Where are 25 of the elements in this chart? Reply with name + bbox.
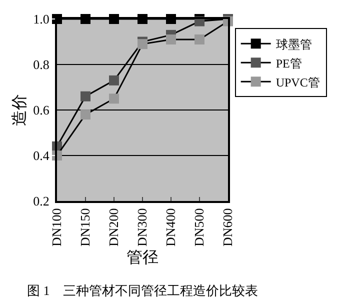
point (138, 39, 148, 50)
x-tick-label: DN300 (134, 208, 150, 246)
x-tick-label: DN150 (78, 208, 93, 246)
y-tick-label: 1.0 (33, 12, 50, 27)
y-tick-label: 0.4 (33, 148, 50, 164)
y-tick-label: 0.2 (33, 194, 50, 209)
x-axis-title: 管径 (126, 250, 158, 267)
point (80, 110, 90, 120)
point (194, 34, 204, 44)
legend-label: 球墨管 (276, 37, 312, 52)
point (80, 91, 90, 102)
caption: 图 1 三种管材不同管径工程造价比较表 (27, 283, 258, 298)
y-axis-title: 造价 (10, 94, 29, 126)
y-tick-label: 0.8 (33, 57, 50, 72)
x-tick-label: DN600 (220, 208, 236, 246)
x-tick-label: DN500 (192, 208, 207, 246)
legend-label: UPVC管 (276, 75, 320, 90)
point (166, 34, 176, 44)
x-tick-label: DN100 (49, 208, 64, 246)
point (109, 75, 119, 86)
legend-label: PE管 (276, 56, 302, 70)
y-tick-label: 0.6 (33, 102, 50, 118)
point (109, 94, 119, 104)
x-tick-label: DN400 (163, 208, 178, 246)
x-tick-label: DN200 (106, 208, 122, 246)
